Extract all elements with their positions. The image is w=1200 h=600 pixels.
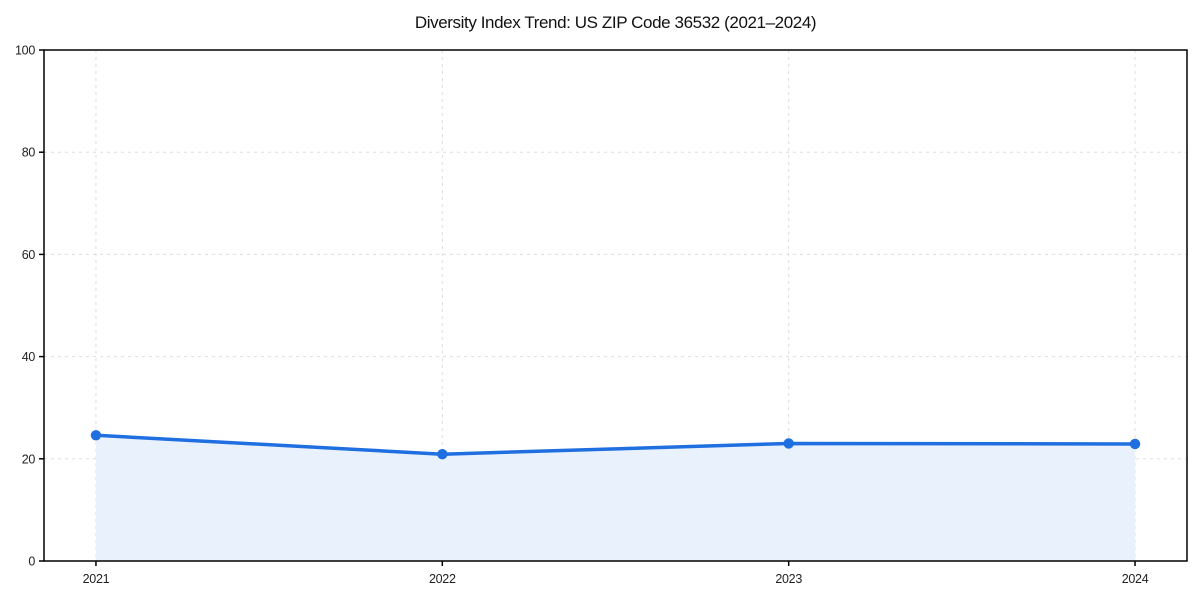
- axes-spines: [43, 49, 1188, 562]
- y-tick-label: 0: [28, 555, 35, 569]
- y-tick-label: 60: [22, 248, 36, 262]
- data-point-marker: [437, 449, 448, 460]
- y-tick-label: 100: [15, 44, 35, 58]
- x-tick-label: 2023: [775, 572, 802, 586]
- x-tick-label: 2024: [1122, 572, 1149, 586]
- area-fill: [95, 435, 1136, 561]
- chart-title: Diversity Index Trend: US ZIP Code 36532…: [414, 13, 817, 32]
- x-tick-label: 2022: [429, 572, 456, 586]
- data-point-marker: [1129, 438, 1141, 450]
- y-tick-label: 80: [22, 146, 36, 160]
- data-line: [94, 433, 1137, 456]
- x-tick-label: 2021: [83, 572, 110, 586]
- data-point-marker: [90, 430, 102, 441]
- y-tick-label: 20: [22, 452, 36, 466]
- y-tick-label: 40: [22, 350, 36, 364]
- data-point-marker: [783, 438, 794, 449]
